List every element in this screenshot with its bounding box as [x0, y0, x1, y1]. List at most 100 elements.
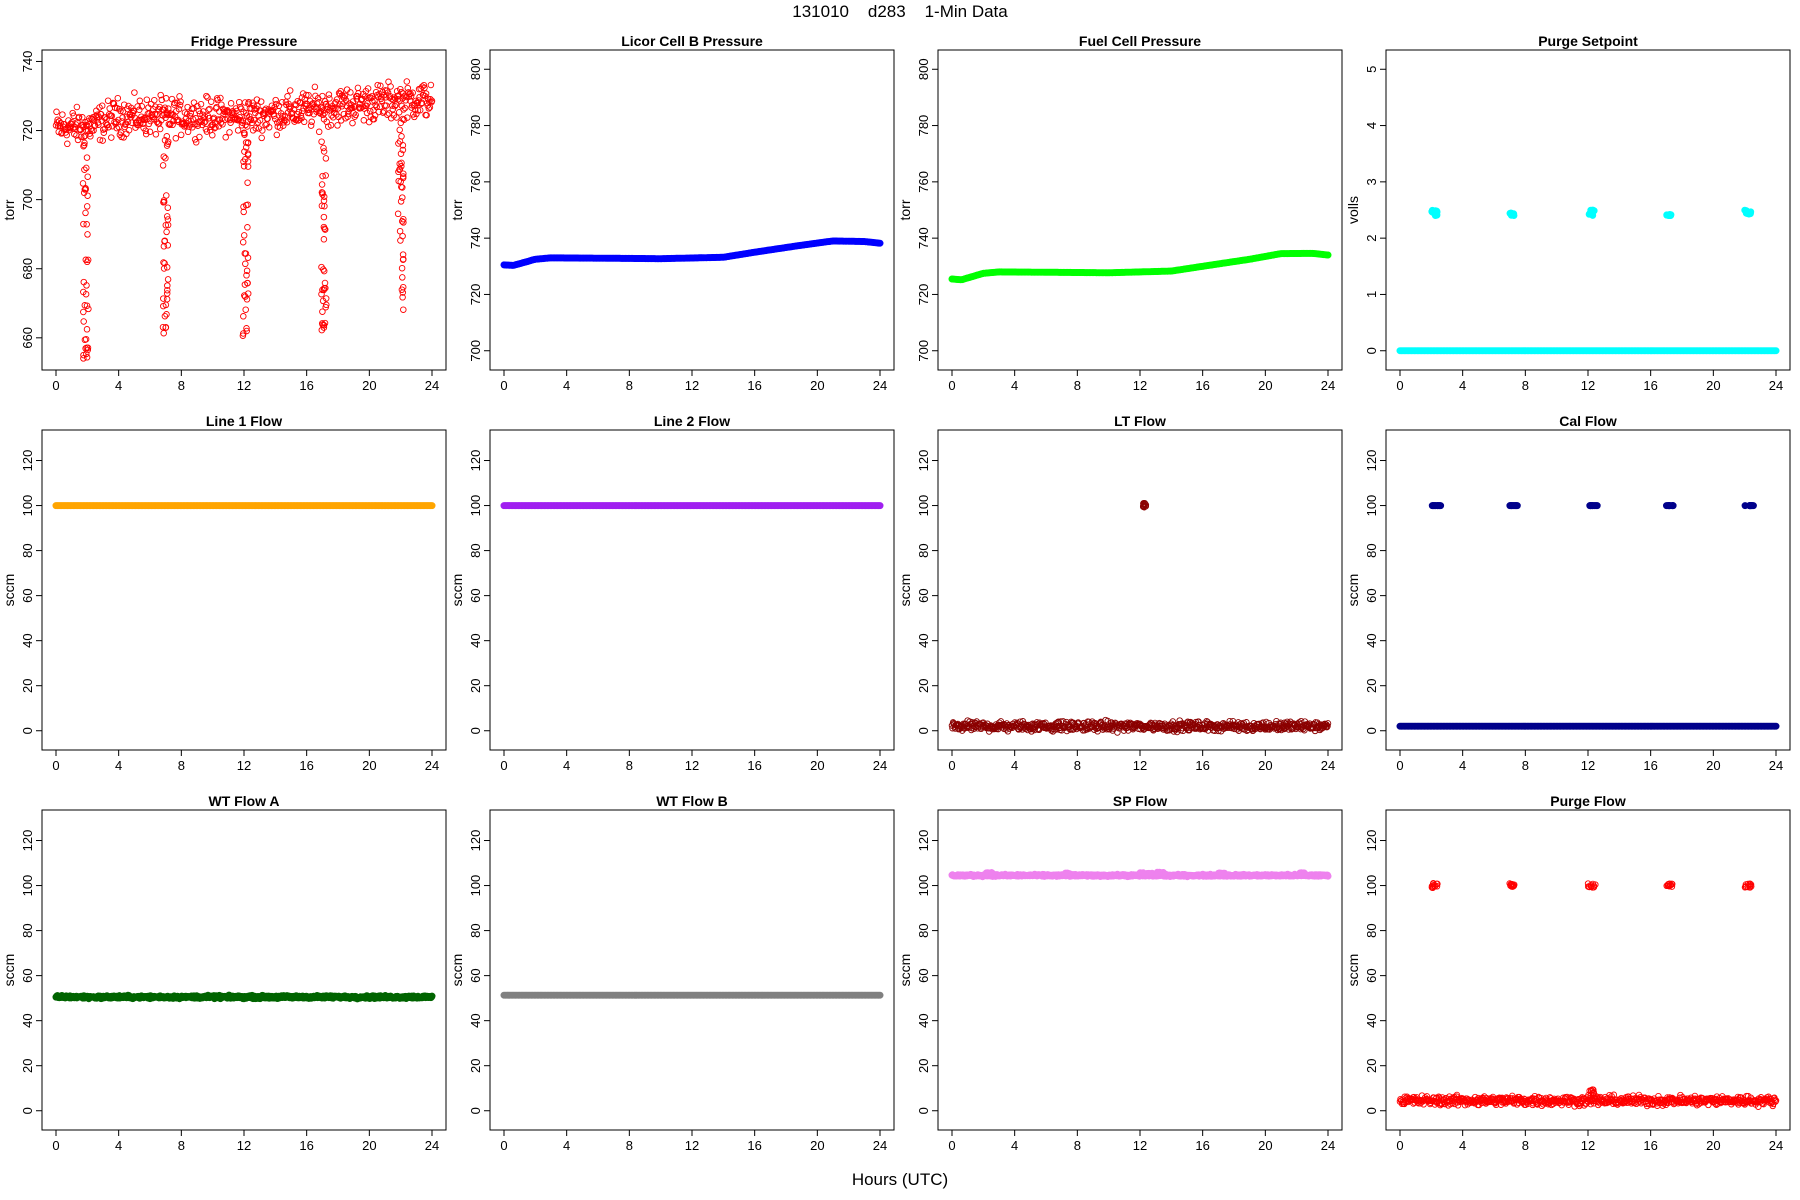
data-point	[284, 109, 292, 116]
x-tick-label: 16	[1643, 378, 1657, 393]
x-tick-label: 12	[685, 378, 699, 393]
y-tick-label: 40	[468, 633, 483, 647]
x-tick-label: 24	[425, 1138, 439, 1153]
data-point	[427, 81, 435, 89]
data-point	[242, 109, 250, 117]
dip-point	[161, 312, 169, 320]
dip-point	[162, 324, 170, 331]
data-point	[176, 101, 184, 109]
y-tick-label: 800	[468, 58, 483, 80]
dip-point	[82, 209, 89, 217]
data-point	[387, 83, 394, 90]
dip-point	[320, 286, 328, 294]
x-tick-label: 16	[299, 758, 313, 773]
y-axis-label: sccm	[449, 954, 465, 987]
data-point	[270, 112, 278, 120]
data-point	[257, 98, 265, 105]
y-tick-label: 700	[468, 340, 483, 362]
data-point	[75, 113, 83, 121]
dip-point	[319, 191, 326, 198]
data-point	[273, 131, 281, 139]
dip-point	[80, 278, 88, 286]
cluster-point	[1436, 502, 1444, 510]
data-point	[412, 106, 419, 114]
plot-frame	[1385, 429, 1791, 751]
dip-point	[322, 172, 329, 179]
data-point	[209, 131, 216, 139]
dip-point	[83, 302, 91, 309]
y-tick-label: 0	[916, 1107, 931, 1114]
data-point	[336, 101, 343, 108]
x-tick-label: 24	[873, 758, 887, 773]
dip-point	[240, 208, 247, 216]
data-point	[319, 92, 326, 100]
y-tick-label: 80	[916, 923, 931, 937]
dip-point	[163, 192, 170, 199]
data-point	[165, 105, 172, 112]
dip-point	[162, 154, 169, 162]
dip-point	[82, 256, 90, 264]
y-axis-label: sccm	[1, 574, 17, 607]
dip-point	[396, 227, 404, 235]
y-tick-label: 0	[20, 1107, 35, 1114]
x-tick-label: 8	[1074, 758, 1081, 773]
dip-point	[398, 286, 406, 293]
dip-point	[320, 267, 328, 275]
dip-point	[80, 220, 87, 228]
x-tick-label: 12	[237, 1138, 251, 1153]
y-tick-label: 80	[916, 543, 931, 557]
data-point	[134, 103, 141, 110]
data-point	[59, 111, 66, 118]
dip-point	[239, 332, 247, 339]
data-point	[256, 117, 264, 124]
x-tick-label: 20	[1258, 378, 1272, 393]
x-tick-label: 0	[52, 378, 59, 393]
x-tick-label: 24	[873, 378, 887, 393]
dip-point	[241, 148, 248, 155]
data-point	[79, 114, 86, 121]
dip-point	[397, 150, 405, 157]
dip-point	[241, 292, 248, 299]
y-tick-label: 700	[916, 340, 931, 362]
dip-point	[84, 192, 91, 199]
data-point	[293, 110, 301, 118]
data-point	[333, 96, 341, 103]
x-tick-label: 12	[237, 378, 251, 393]
y-tick-label: 80	[20, 543, 35, 557]
y-tick-label: 120	[1364, 450, 1379, 472]
dip-point	[240, 232, 248, 239]
data-point	[124, 118, 132, 126]
data-point	[413, 110, 420, 118]
x-tick-label: 4	[115, 378, 122, 393]
data-point	[371, 112, 379, 119]
data-point	[293, 116, 300, 123]
y-tick-label: 5	[1364, 66, 1379, 73]
y-tick-label: 100	[916, 495, 931, 517]
x-tick-label: 8	[178, 1138, 185, 1153]
data-point	[217, 119, 225, 127]
dip-point	[164, 286, 171, 294]
dip-point	[160, 302, 167, 310]
y-tick-label: 100	[20, 875, 35, 897]
y-tick-label: 120	[916, 450, 931, 472]
dip-point	[320, 223, 328, 231]
data-point	[197, 100, 205, 108]
dip-point	[243, 325, 250, 332]
data-point	[157, 91, 164, 99]
data-point	[190, 99, 198, 106]
y-tick-label: 40	[468, 1013, 483, 1027]
data-point	[414, 100, 421, 107]
data-point	[108, 112, 116, 120]
x-tick-label: 16	[747, 1138, 761, 1153]
y-tick-label: 60	[916, 968, 931, 982]
x-tick-label: 0	[52, 758, 59, 773]
data-point	[83, 122, 91, 130]
data-point	[402, 97, 409, 104]
data-point	[876, 239, 884, 247]
dip-point	[85, 305, 92, 313]
data-point	[427, 96, 434, 103]
data-point	[275, 102, 283, 110]
